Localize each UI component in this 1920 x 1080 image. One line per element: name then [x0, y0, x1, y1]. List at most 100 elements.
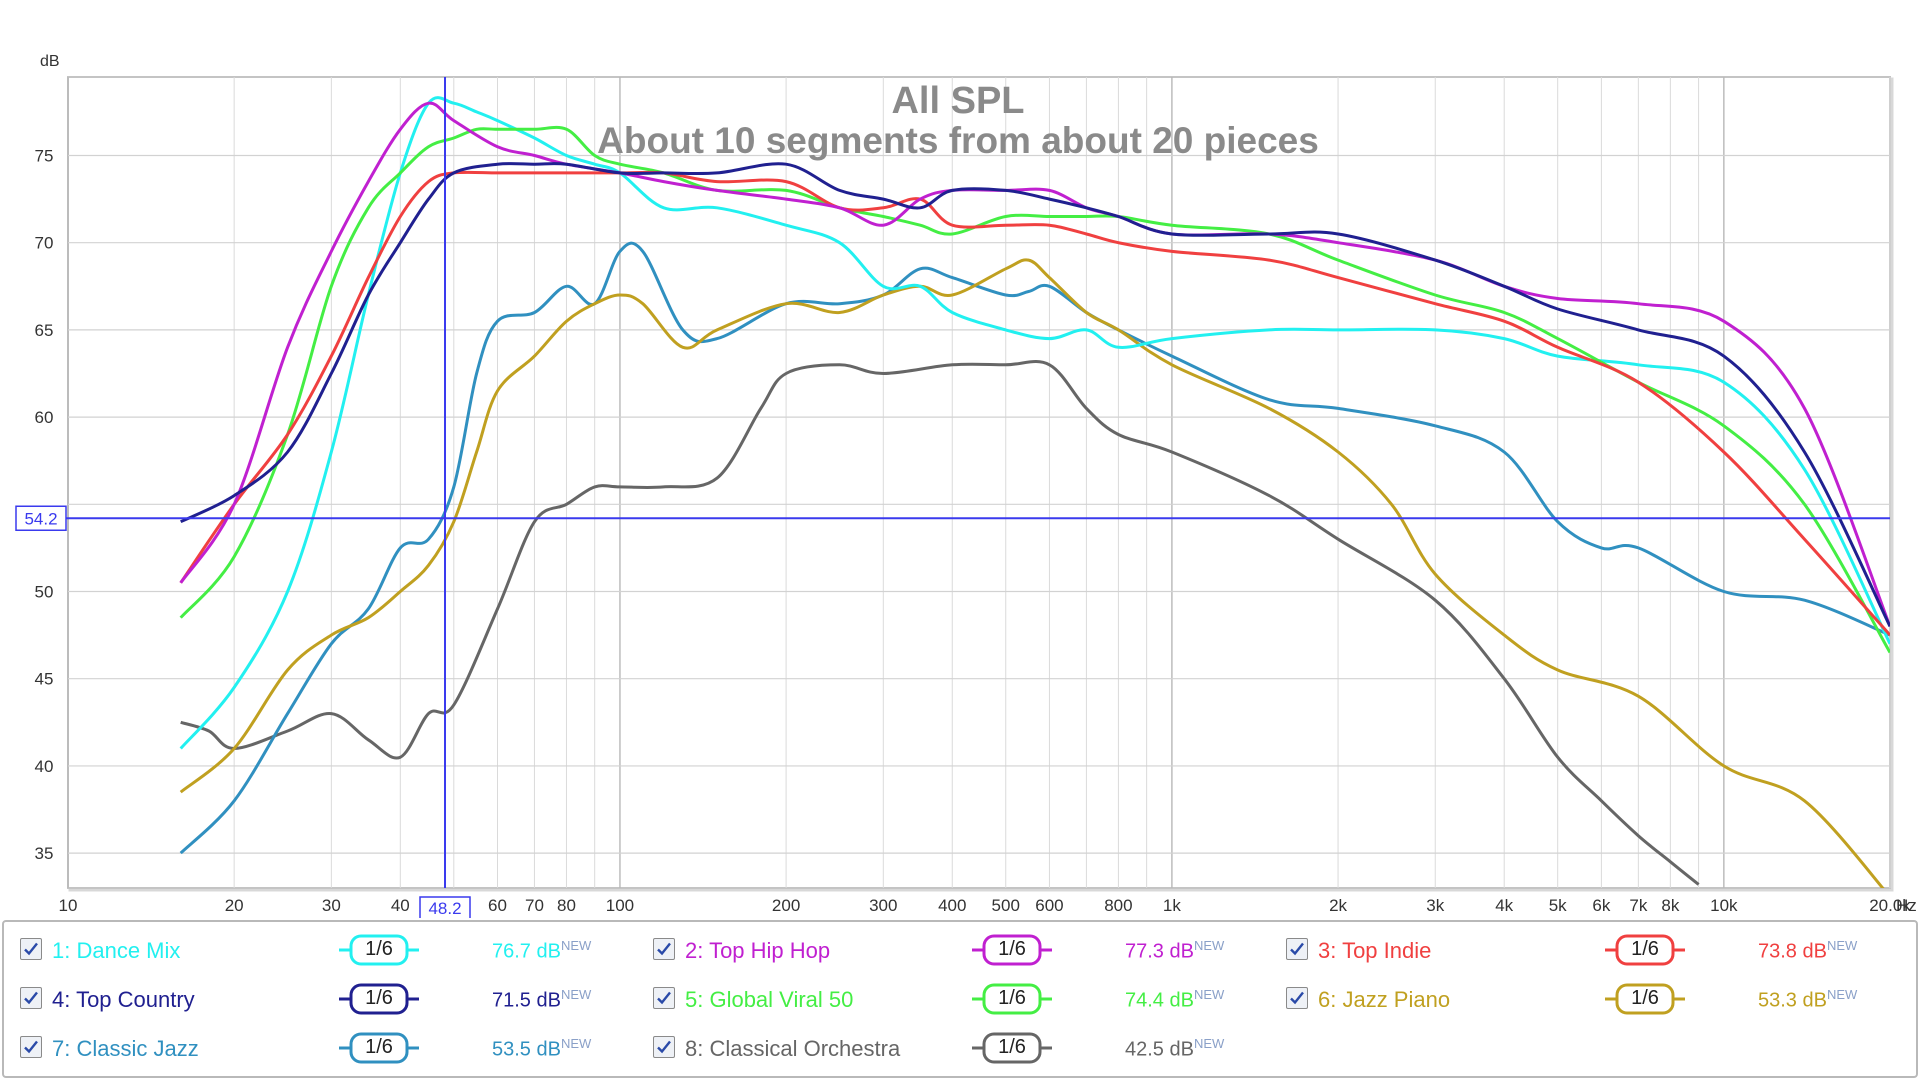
legend-level: 74.4 dBNEW: [1125, 987, 1224, 1013]
x-tick-label: 60: [488, 896, 507, 915]
check-icon: [657, 942, 671, 956]
smoothing-button[interactable]: 1/6: [339, 983, 419, 1015]
series-line-4: [180, 162, 1890, 628]
x-tick-label: 40: [391, 896, 410, 915]
level-tag: NEW: [560, 938, 592, 953]
legend-level: 42.5 dBNEW: [1125, 1036, 1224, 1062]
y-tick-label: 70: [35, 234, 54, 253]
smoothing-button[interactable]: 1/6: [1605, 934, 1685, 966]
legend-level: 73.8 dBNEW: [1758, 938, 1857, 964]
level-value: 71.5 dB: [492, 989, 561, 1012]
smoothing-button[interactable]: 1/6: [339, 934, 419, 966]
x-tick-label: 30: [322, 896, 341, 915]
check-icon: [1290, 942, 1304, 956]
x-tick-label: 100: [606, 896, 634, 915]
smoothing-label: 1/6: [1631, 987, 1659, 1009]
series-line-2: [179, 101, 1890, 627]
plot-frame: [67, 76, 1891, 889]
level-tag: NEW: [1826, 987, 1858, 1002]
y-axis-unit: dB: [40, 53, 60, 70]
smoothing-label: 1/6: [365, 938, 393, 960]
legend-series-name[interactable]: 6: Jazz Piano: [1318, 987, 1451, 1012]
y-tick-label: 65: [35, 321, 54, 340]
level-tag: NEW: [1193, 938, 1225, 953]
x-tick-label: 6k: [1592, 896, 1610, 915]
legend-checkbox[interactable]: [1286, 987, 1308, 1009]
check-icon: [24, 991, 38, 1005]
smoothing-button[interactable]: 1/6: [972, 1032, 1052, 1064]
smoothing-badge-icon: [972, 983, 1052, 1015]
smoothing-badge-icon: [339, 934, 419, 966]
legend-checkbox[interactable]: [653, 938, 675, 960]
legend-series-name[interactable]: 4: Top Country: [52, 987, 195, 1012]
series-line-7: [179, 241, 1890, 855]
legend-series-name[interactable]: 5: Global Viral 50: [685, 987, 854, 1012]
smoothing-button[interactable]: 1/6: [972, 934, 1052, 966]
x-tick-label: 5k: [1549, 896, 1567, 915]
cursor-x-readout: 48.2: [428, 899, 461, 918]
legend-series-name[interactable]: 7: Classic Jazz: [52, 1036, 199, 1061]
legend-checkbox[interactable]: [20, 987, 42, 1009]
legend-checkbox[interactable]: [20, 1036, 42, 1058]
x-tick-label: 600: [1035, 896, 1063, 915]
smoothing-button[interactable]: 1/6: [1605, 983, 1685, 1015]
level-value: 73.8 dB: [1758, 940, 1827, 963]
legend-checkbox[interactable]: [1286, 938, 1308, 960]
x-tick-label: 8k: [1661, 896, 1679, 915]
legend-item: 7: Classic Jazz 1/6 53.5 dBNEW: [4, 1028, 636, 1068]
level-tag: NEW: [1193, 987, 1225, 1002]
level-tag: NEW: [560, 987, 592, 1002]
legend-series-name[interactable]: 2: Top Hip Hop: [685, 938, 831, 963]
legend-checkbox[interactable]: [20, 938, 42, 960]
x-tick-label: 300: [869, 896, 897, 915]
smoothing-label: 1/6: [365, 1036, 393, 1058]
legend-checkbox[interactable]: [653, 1036, 675, 1058]
grid: [67, 77, 1891, 888]
level-value: 42.5 dB: [1125, 1038, 1194, 1061]
smoothing-badge-icon: [972, 1032, 1052, 1064]
x-tick-label: 1k: [1163, 896, 1181, 915]
x-tick-label: 4k: [1495, 896, 1513, 915]
x-tick-label: 2k: [1329, 896, 1347, 915]
x-tick-label: 400: [938, 896, 966, 915]
x-tick-label: 800: [1104, 896, 1132, 915]
legend-series-name[interactable]: 1: Dance Mix: [52, 938, 181, 963]
smoothing-label: 1/6: [365, 987, 393, 1009]
check-icon: [24, 942, 38, 956]
legend-item: 3: Top Indie 1/6 73.8 dBNEW: [1270, 930, 1902, 970]
smoothing-label: 1/6: [998, 1036, 1026, 1058]
smoothing-badge-icon: [339, 983, 419, 1015]
x-tick-label: 10: [59, 896, 78, 915]
y-tick-label: 60: [35, 408, 54, 427]
smoothing-badge-icon: [1605, 983, 1685, 1015]
level-value: 74.4 dB: [1125, 989, 1194, 1012]
legend-item: 8: Classical Orchestra 1/6 42.5 dBNEW: [637, 1028, 1269, 1068]
legend-level: 53.5 dBNEW: [492, 1036, 591, 1062]
cursor[interactable]: 48.2 54.2: [15, 77, 1890, 918]
chart-title: All SPL: [891, 80, 1024, 122]
level-value: 76.7 dB: [492, 940, 561, 963]
legend-series-name[interactable]: 8: Classical Orchestra: [685, 1036, 901, 1061]
x-tick-label: 20.0k: [1869, 896, 1911, 915]
check-icon: [24, 1040, 38, 1054]
legend-level: 71.5 dBNEW: [492, 987, 591, 1013]
legend-item: 6: Jazz Piano 1/6 53.3 dBNEW: [1270, 979, 1902, 1019]
y-tick-label: 35: [35, 844, 54, 863]
check-icon: [657, 991, 671, 1005]
legend-checkbox[interactable]: [653, 987, 675, 1009]
legend-item: 2: Top Hip Hop 1/6 77.3 dBNEW: [637, 930, 1269, 970]
smoothing-button[interactable]: 1/6: [339, 1032, 419, 1064]
smoothing-badge-icon: [1605, 934, 1685, 966]
x-tick-label: 70: [525, 896, 544, 915]
legend-item: 1: Dance Mix 1/6 76.7 dBNEW: [4, 930, 636, 970]
smoothing-label: 1/6: [998, 987, 1026, 1009]
legend-series-name[interactable]: 3: Top Indie: [1318, 938, 1432, 963]
level-value: 77.3 dB: [1125, 940, 1194, 963]
smoothing-button[interactable]: 1/6: [972, 983, 1052, 1015]
level-tag: NEW: [1826, 938, 1858, 953]
legend-level: 53.3 dBNEW: [1758, 987, 1857, 1013]
x-tick-label: 10k: [1710, 896, 1738, 915]
legend-item: 5: Global Viral 50 1/6 74.4 dBNEW: [637, 979, 1269, 1019]
series-line-8: [180, 360, 1700, 886]
legend-level: 76.7 dBNEW: [492, 938, 591, 964]
